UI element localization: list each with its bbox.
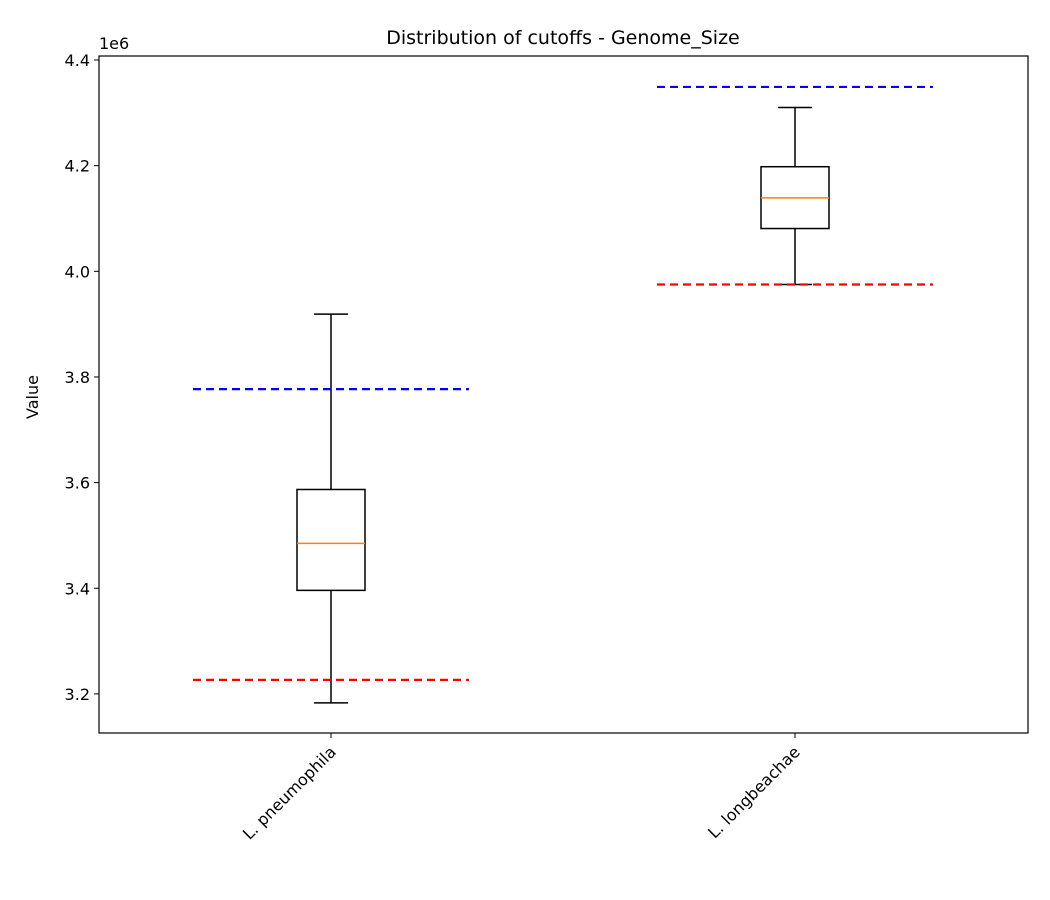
chart-title: Distribution of cutoffs - Genome_Size: [386, 27, 740, 49]
y-tick-label: 4.2: [65, 157, 90, 176]
y-tick-label: 3.6: [65, 474, 90, 493]
box: [296, 488, 366, 592]
y-tick-label: 4.4: [65, 51, 90, 70]
y-tick-label: 3.8: [65, 368, 90, 387]
y-offset-label: 1e6: [99, 34, 129, 53]
y-tick-label: 4.0: [65, 262, 90, 281]
y-axis-label: Value: [23, 375, 42, 419]
y-tick-label: 3.2: [65, 685, 90, 704]
plot-frame: [98, 55, 1029, 734]
y-tick-label: 3.4: [65, 579, 90, 598]
